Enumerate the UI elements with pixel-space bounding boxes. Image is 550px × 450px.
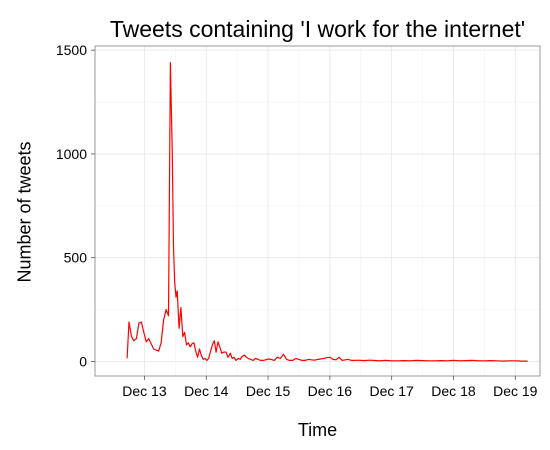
x-tick-label: Dec 19 [493,383,538,399]
tweet-count-line [126,61,528,362]
y-tick-label: 1000 [56,146,87,162]
x-axis-label: Time [297,420,338,440]
x-tick-label: Dec 15 [246,383,291,399]
x-tick-label: Dec 13 [122,383,167,399]
plot-panel-border [94,45,541,377]
chart-title: Tweets containing 'I work for the intern… [109,16,526,42]
x-tick-label: Dec 17 [369,383,414,399]
x-tick-label: Dec 16 [308,383,353,399]
x-tick-label: Dec 14 [184,383,229,399]
y-tick-label: 1500 [56,42,87,58]
x-tick-label: Dec 18 [431,383,476,399]
y-tick-label: 500 [64,250,88,266]
y-tick-label: 0 [79,353,87,369]
